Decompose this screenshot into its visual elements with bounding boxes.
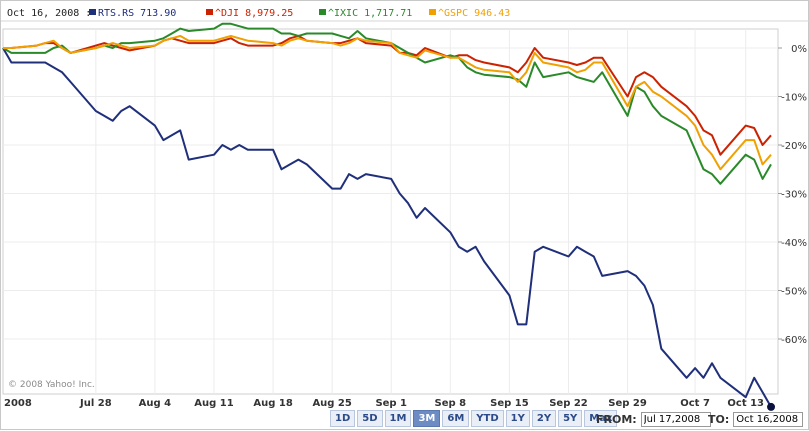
series-end-marker [767, 402, 776, 411]
copyright-text: © 2008 Yahoo! Inc. [8, 380, 95, 390]
range-button-5d[interactable]: 5D [357, 410, 383, 427]
legend-entry: ^DJI 8,979.25 [215, 8, 293, 19]
y-tick-label: -40% [781, 238, 807, 249]
legend-swatch [429, 9, 436, 15]
range-button-1y[interactable]: 1Y [505, 410, 530, 427]
x-tick-label: Oct 13 [727, 398, 764, 409]
range-button-1m[interactable]: 1M [384, 410, 412, 427]
y-tick-label: -10% [781, 93, 807, 104]
y-tick-label: -30% [781, 190, 807, 201]
range-button-1d[interactable]: 1D [330, 410, 356, 427]
y-tick-label: 0% [791, 44, 807, 55]
range-button-max[interactable]: Max [584, 410, 618, 427]
x-tick-label: Sep 22 [549, 398, 588, 409]
x-tick-label: Sep 29 [608, 398, 647, 409]
to-label: TO: [708, 412, 730, 426]
series-layer [2, 22, 776, 411]
x-tick-label: Aug 18 [253, 398, 292, 409]
series-line-gspc [3, 34, 772, 171]
legend-entry: RTS.RS 713.90 [98, 8, 176, 19]
axes-layer: 2008 Jul 28 Aug 4 Aug 11 Aug 18 Aug 25 Sep 1 Se… [4, 44, 807, 409]
range-button-5y[interactable]: 5Y [558, 410, 583, 427]
legend: Oct 16, 2008 : RTS.RS 713.90 ^DJI 8,979.25… [7, 8, 510, 19]
series-line-dji [3, 34, 772, 156]
x-tick-label: Oct 7 [680, 398, 710, 409]
to-date-input[interactable] [733, 411, 804, 427]
from-date-input[interactable] [640, 411, 711, 427]
to-group: TO: [708, 410, 804, 428]
x-tick-label: 2008 [4, 398, 32, 409]
legend-date: Oct 16, 2008 : [7, 8, 91, 19]
legend-swatch [206, 9, 213, 15]
y-tick-label: -60% [781, 335, 807, 346]
x-tick-label: Aug 11 [194, 398, 233, 409]
x-tick-label: Sep 1 [375, 398, 407, 409]
range-button-3m[interactable]: 3M [413, 410, 441, 427]
range-button-2y[interactable]: 2Y [531, 410, 557, 427]
legend-swatch [319, 9, 326, 15]
grid-layer [1, 20, 809, 395]
x-tick-label: Sep 15 [490, 398, 529, 409]
legend-entry: ^IXIC 1,717.71 [328, 8, 412, 19]
legend-swatch [89, 9, 96, 15]
range-button-ytd[interactable]: YTD [471, 410, 504, 427]
series-line-ixic [2, 22, 772, 185]
y-tick-label: -50% [781, 287, 807, 298]
range-controls: 1D 5D 1M 3M 6M YTD 1Y 2Y 5Y Max [330, 410, 618, 428]
y-tick-label: -20% [781, 141, 807, 152]
from-group: FROM: [596, 410, 711, 428]
series-line-rtsrs [2, 47, 772, 408]
plot-border [2, 28, 779, 395]
x-tick-label: Aug 25 [312, 398, 351, 409]
range-button-6m[interactable]: 6M [442, 410, 470, 427]
x-tick-label: Sep 8 [435, 398, 467, 409]
from-label: FROM: [596, 412, 637, 426]
x-tick-label: Jul 28 [79, 398, 112, 409]
legend-entry: ^GSPC 946.43 [438, 8, 510, 19]
x-tick-label: Aug 4 [139, 398, 171, 409]
